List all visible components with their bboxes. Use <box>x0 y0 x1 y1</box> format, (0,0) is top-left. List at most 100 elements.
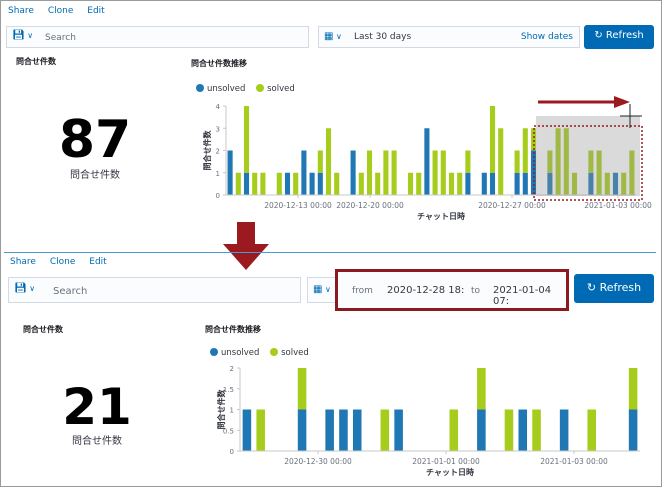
bar-unsolved[interactable] <box>227 150 233 196</box>
bar-unsolved[interactable] <box>559 409 569 452</box>
brush-selection[interactable] <box>536 116 640 196</box>
bar-unsolved[interactable] <box>284 172 291 195</box>
bar-solved[interactable] <box>380 409 390 452</box>
query-bar: 💾︎ ∨ <box>8 277 301 303</box>
bar-solved[interactable] <box>587 409 596 452</box>
refresh-button[interactable]: ↻ Refresh <box>574 274 654 303</box>
bar-solved[interactable] <box>522 128 528 173</box>
bar-solved[interactable] <box>297 368 307 410</box>
bar-solved[interactable] <box>596 150 602 196</box>
calendar-icon[interactable]: ▦ ∨ <box>313 284 331 295</box>
bar-solved[interactable] <box>325 128 332 195</box>
bar-unsolved[interactable] <box>297 409 307 452</box>
search-input[interactable] <box>43 30 307 46</box>
bar-solved[interactable] <box>416 172 422 195</box>
bar-solved[interactable] <box>604 172 610 195</box>
bar-unsolved[interactable] <box>301 150 307 196</box>
start-date-field[interactable]: 2020-12-28 18: <box>387 285 465 296</box>
bar-solved[interactable] <box>489 106 496 173</box>
clone-link[interactable]: Clone <box>49 257 76 267</box>
bar-unsolved[interactable] <box>612 172 619 195</box>
bar-solved[interactable] <box>391 150 397 196</box>
bar-unsolved[interactable] <box>424 128 430 195</box>
legend-dot-solved <box>270 348 279 356</box>
clone-link[interactable]: Clone <box>47 6 74 16</box>
bar-solved[interactable] <box>532 409 541 452</box>
date-range-highlight: from 2020-12-28 18: to 2021-01-04 07: <box>335 269 569 311</box>
bar-solved[interactable] <box>563 128 569 195</box>
y-tick-label: 0.5 <box>223 427 234 435</box>
x-tick-label: 2021-01-01 00:00 <box>412 457 480 466</box>
y-tick-label: 1 <box>230 407 234 415</box>
bar-solved[interactable] <box>621 172 627 195</box>
share-link[interactable]: Share <box>10 257 36 267</box>
bar-unsolved[interactable] <box>465 172 471 195</box>
bar-solved[interactable] <box>628 368 638 410</box>
bar-solved[interactable] <box>256 409 265 452</box>
saved-query-icon[interactable]: 💾︎ ∨ <box>14 283 36 294</box>
bar-solved[interactable] <box>407 172 414 195</box>
date-picker: ▦ ∨ Last 30 days Show dates <box>318 26 580 48</box>
end-date-field[interactable]: 2021-01-04 07: <box>493 285 552 307</box>
bar-solved[interactable] <box>383 150 389 196</box>
bar-solved[interactable] <box>432 150 438 196</box>
bar-unsolved[interactable] <box>489 172 496 195</box>
bar-unsolved[interactable] <box>339 409 348 452</box>
bar-solved[interactable] <box>235 172 241 195</box>
bar-solved[interactable] <box>547 150 553 173</box>
share-link[interactable]: Share <box>8 6 34 16</box>
bar-solved[interactable] <box>465 150 471 173</box>
bar-unsolved[interactable] <box>481 172 487 195</box>
bar-solved[interactable] <box>276 172 282 195</box>
bar-solved[interactable] <box>448 172 455 195</box>
bar-unsolved[interactable] <box>243 172 250 195</box>
bar-solved[interactable] <box>571 172 578 195</box>
legend-unsolved[interactable]: unsolved <box>196 84 245 94</box>
search-input[interactable] <box>51 283 295 299</box>
bar-unsolved[interactable] <box>325 409 334 452</box>
bar-solved[interactable] <box>629 150 635 196</box>
bar-unsolved[interactable] <box>309 172 315 195</box>
bar-unsolved[interactable] <box>588 172 594 195</box>
bar-solved[interactable] <box>457 172 463 195</box>
bar-unsolved[interactable] <box>242 409 252 452</box>
refresh-button[interactable]: ↻ Refresh <box>584 25 654 49</box>
edit-link[interactable]: Edit <box>87 6 105 16</box>
bar-solved[interactable] <box>504 409 514 452</box>
bar-unsolved[interactable] <box>394 409 403 452</box>
bar-solved[interactable] <box>375 172 381 195</box>
bar-solved[interactable] <box>252 172 258 195</box>
bar-unsolved[interactable] <box>352 409 362 452</box>
legend-solved[interactable]: solved <box>256 84 295 94</box>
calendar-icon[interactable]: ▦ ∨ <box>324 31 342 42</box>
bar-unsolved[interactable] <box>628 409 638 452</box>
edit-link[interactable]: Edit <box>89 257 107 267</box>
bar-solved[interactable] <box>334 172 340 195</box>
bar-solved[interactable] <box>555 128 561 195</box>
bar-unsolved[interactable] <box>522 172 528 195</box>
bar-solved[interactable] <box>477 368 486 410</box>
bar-solved[interactable] <box>358 172 364 195</box>
bar-unsolved[interactable] <box>547 172 553 195</box>
bar-solved[interactable] <box>260 172 266 195</box>
bar-unsolved[interactable] <box>514 172 520 195</box>
legend-label-unsolved: unsolved <box>221 348 260 358</box>
show-dates-link[interactable]: Show dates <box>520 32 573 42</box>
saved-query-icon[interactable]: 💾︎ ∨ <box>12 30 34 41</box>
legend-unsolved[interactable]: unsolved <box>210 348 259 358</box>
bar-solved[interactable] <box>530 128 537 151</box>
bar-unsolved[interactable] <box>518 409 528 452</box>
bar-solved[interactable] <box>293 172 299 195</box>
legend-solved[interactable]: solved <box>270 348 309 358</box>
bar-solved[interactable] <box>514 150 520 173</box>
bar-solved[interactable] <box>588 150 594 173</box>
bar-solved[interactable] <box>366 150 373 196</box>
bar-solved[interactable] <box>440 150 446 196</box>
bar-solved[interactable] <box>498 128 504 195</box>
bar-solved[interactable] <box>317 150 323 173</box>
bar-unsolved[interactable] <box>350 150 356 196</box>
bar-unsolved[interactable] <box>317 172 323 195</box>
bar-solved[interactable] <box>243 106 250 173</box>
bar-solved[interactable] <box>449 409 459 452</box>
bar-unsolved[interactable] <box>477 409 486 452</box>
